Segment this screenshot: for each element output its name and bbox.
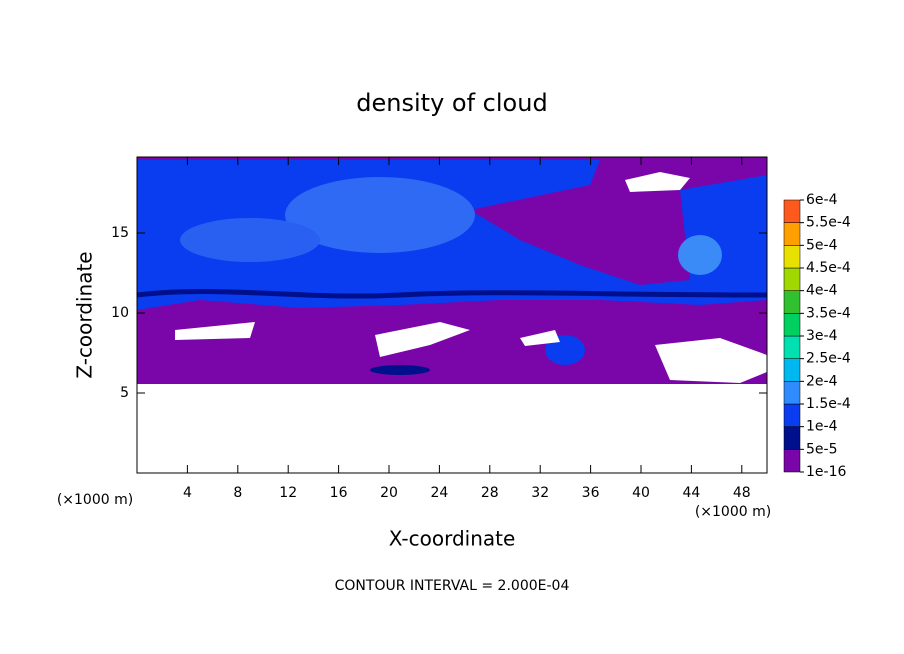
- colorbar-box: [783, 381, 801, 405]
- x-tick-label: 36: [582, 485, 600, 501]
- chart-title: density of cloud: [356, 89, 547, 117]
- x-tick-label: 16: [330, 485, 348, 501]
- x-tick-label: 48: [733, 485, 751, 501]
- colorbar-label: 4.5e-4: [806, 260, 851, 276]
- y-tick-label: 15: [111, 225, 129, 241]
- plot-frame: [136, 156, 768, 474]
- colorbar-box: [783, 199, 801, 223]
- x-tick-label: 12: [279, 485, 297, 501]
- x-tick-label: 8: [233, 485, 242, 501]
- colorbar-box: [783, 313, 801, 337]
- colorbar-label: 5.5e-4: [806, 215, 851, 231]
- contour-field: [136, 157, 768, 473]
- colorbar-box: [783, 267, 801, 291]
- colorbar-label: 1e-16: [806, 464, 846, 480]
- colorbar-box: [783, 290, 801, 314]
- colorbar-label: 3e-4: [806, 328, 838, 344]
- contour-note: CONTOUR INTERVAL = 2.000E-04: [335, 578, 570, 594]
- x-tick-label: 20: [380, 485, 398, 501]
- colorbar-label: 5e-5: [806, 441, 837, 457]
- x-unit-label: (×1000 m): [695, 504, 771, 520]
- colorbar-label: 4e-4: [806, 283, 838, 299]
- x-tick-label: 24: [430, 485, 448, 501]
- colorbar-box: [783, 426, 801, 450]
- x-tick-label: 4: [183, 485, 192, 501]
- colorbar-label: 3.5e-4: [806, 305, 851, 321]
- x-tick-label: 44: [682, 485, 700, 501]
- y-tick-label: 10: [111, 305, 129, 321]
- colorbar-label: 2.5e-4: [806, 351, 851, 367]
- colorbar-label: 5e-4: [806, 237, 838, 253]
- colorbar-label: 1e-4: [806, 419, 838, 435]
- colorbar-box: [783, 403, 801, 427]
- y-axis-label: Z-coordinate: [73, 251, 97, 378]
- colorbar-box: [783, 449, 801, 473]
- x-tick-label: 28: [481, 485, 499, 501]
- colorbar-box: [783, 245, 801, 269]
- x-tick-label: 32: [531, 485, 549, 501]
- x-tick-label: 40: [632, 485, 650, 501]
- colorbar-box: [783, 335, 801, 359]
- colorbar-label: 6e-4: [806, 192, 838, 208]
- y-tick-label: 5: [120, 385, 129, 401]
- y-unit-label: (×1000 m): [57, 492, 133, 508]
- colorbar-label: 1.5e-4: [806, 396, 851, 412]
- colorbar-box: [783, 222, 801, 246]
- colorbar-box: [783, 358, 801, 382]
- x-axis-label: X-coordinate: [389, 527, 516, 551]
- colorbar-label: 2e-4: [806, 373, 838, 389]
